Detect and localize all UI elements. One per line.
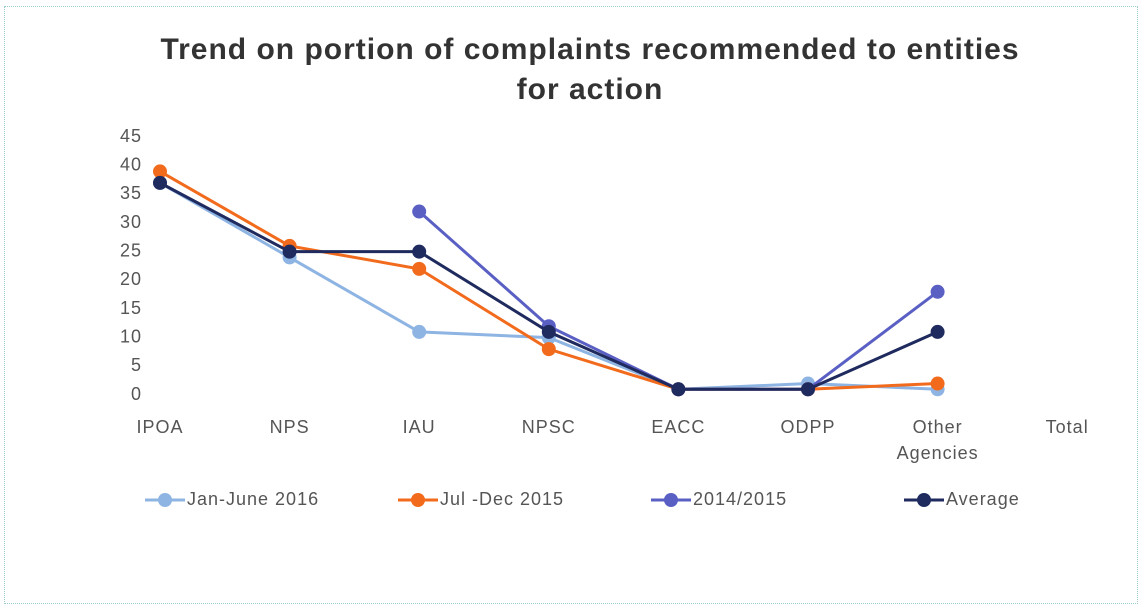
point [541,342,556,357]
point [412,204,427,219]
legend-label: Jan-June 2016 [187,489,319,509]
x-tick-label: Other Agencies [896,417,979,463]
y-tick-label: 10 [120,326,142,346]
x-tick-label: IAU [402,417,436,437]
legend-label: Jul -Dec 2015 [440,489,564,509]
point [930,376,945,391]
point [930,324,945,339]
legend-marker [917,493,931,507]
y-tick-label: 45 [120,126,142,146]
point [671,382,686,397]
y-tick-label: 15 [120,298,142,318]
point [930,284,945,299]
point [412,261,427,276]
y-tick-label: 5 [131,355,142,375]
x-tick-label: Total [1045,417,1089,437]
legend-marker [158,493,172,507]
y-tick-label: 30 [120,212,142,232]
legend-marker [664,493,678,507]
point [801,382,815,397]
legend-label: Average [946,489,1020,509]
series-line [159,181,938,391]
y-tick-label: 35 [120,183,142,203]
y-tick-label: 0 [131,384,142,404]
x-tick-label: EACC [651,417,706,437]
y-tick-label: 20 [120,269,142,289]
x-tick-label: NPSC [521,417,576,437]
y-tick-label: 25 [120,240,142,260]
chart-title: Trend on portion of complaints recommend… [160,33,1020,106]
point [282,244,297,259]
series-line [159,181,939,391]
point [153,175,167,190]
frame [4,6,1138,604]
point [412,244,427,259]
series-line [159,170,938,391]
x-tick-label: NPS [269,417,310,437]
legend-marker [411,493,425,507]
y-tick-label: 40 [120,154,142,174]
point [541,324,556,339]
x-tick-label: IPOA [136,417,184,437]
point [153,164,167,179]
legend-label: 2014/2015 [693,489,787,509]
point [412,324,427,339]
x-tick-label: ODPP [780,417,836,437]
